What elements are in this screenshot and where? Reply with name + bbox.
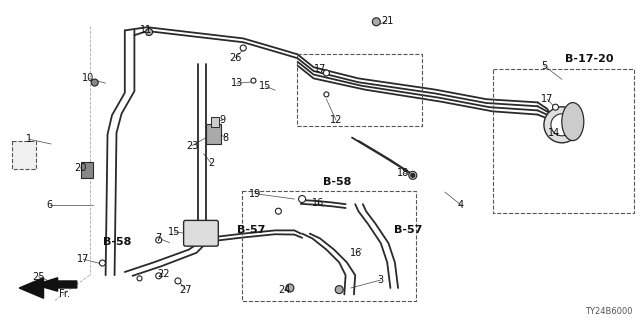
Text: TY24B6000: TY24B6000 xyxy=(585,308,632,316)
Circle shape xyxy=(156,237,162,243)
Text: 7: 7 xyxy=(156,233,162,244)
Text: 2: 2 xyxy=(208,158,214,168)
Text: 27: 27 xyxy=(179,284,192,295)
Circle shape xyxy=(240,45,246,51)
Bar xyxy=(81,162,93,178)
Text: 16: 16 xyxy=(312,198,324,208)
Text: B-17-20: B-17-20 xyxy=(564,54,613,64)
Text: 23: 23 xyxy=(186,140,198,151)
Text: 15: 15 xyxy=(259,81,272,92)
Circle shape xyxy=(411,173,415,177)
Text: 22: 22 xyxy=(157,268,170,279)
Circle shape xyxy=(299,196,305,203)
Text: 20: 20 xyxy=(74,163,86,173)
Text: B-57: B-57 xyxy=(394,225,422,236)
Text: B-58: B-58 xyxy=(323,177,351,187)
Bar xyxy=(206,124,221,144)
Text: 13: 13 xyxy=(230,78,243,88)
Circle shape xyxy=(409,172,417,180)
Circle shape xyxy=(175,278,181,284)
Text: 1: 1 xyxy=(26,134,32,144)
Text: 17: 17 xyxy=(541,94,554,104)
Bar xyxy=(12,141,35,169)
FancyBboxPatch shape xyxy=(184,220,218,246)
Circle shape xyxy=(552,104,559,110)
Text: 15: 15 xyxy=(168,227,180,237)
Circle shape xyxy=(323,70,330,76)
Text: 21: 21 xyxy=(381,16,394,26)
Circle shape xyxy=(146,28,152,36)
Bar xyxy=(211,117,219,127)
Circle shape xyxy=(551,114,573,136)
Text: 12: 12 xyxy=(330,115,342,125)
Circle shape xyxy=(275,208,282,214)
Circle shape xyxy=(324,92,329,97)
Text: 26: 26 xyxy=(229,52,242,63)
Circle shape xyxy=(99,260,106,266)
Circle shape xyxy=(156,273,162,279)
Text: 17: 17 xyxy=(77,254,90,264)
Text: 14: 14 xyxy=(547,128,560,138)
Circle shape xyxy=(251,78,256,83)
Circle shape xyxy=(286,284,294,292)
Text: 17: 17 xyxy=(314,64,326,74)
Circle shape xyxy=(335,286,343,294)
Polygon shape xyxy=(19,278,44,298)
Ellipse shape xyxy=(562,103,584,140)
Text: 25: 25 xyxy=(32,272,45,282)
Text: 8: 8 xyxy=(222,132,228,143)
Circle shape xyxy=(137,276,142,281)
Text: B-57: B-57 xyxy=(237,225,266,236)
Text: 11: 11 xyxy=(140,25,152,36)
Text: 5: 5 xyxy=(541,60,547,71)
Text: 3: 3 xyxy=(378,275,384,285)
Text: 4: 4 xyxy=(458,200,464,210)
Text: 18: 18 xyxy=(397,168,410,178)
Text: 16: 16 xyxy=(350,248,363,258)
Text: B-58: B-58 xyxy=(103,236,131,247)
Text: 10: 10 xyxy=(82,73,95,84)
Text: 6: 6 xyxy=(47,200,53,210)
Polygon shape xyxy=(35,278,77,291)
Text: 9: 9 xyxy=(220,115,226,125)
Circle shape xyxy=(544,107,580,143)
Circle shape xyxy=(372,18,380,26)
Circle shape xyxy=(92,79,98,86)
Text: 19: 19 xyxy=(248,188,261,199)
Text: 24: 24 xyxy=(278,284,291,295)
Text: Fr.: Fr. xyxy=(58,289,70,300)
